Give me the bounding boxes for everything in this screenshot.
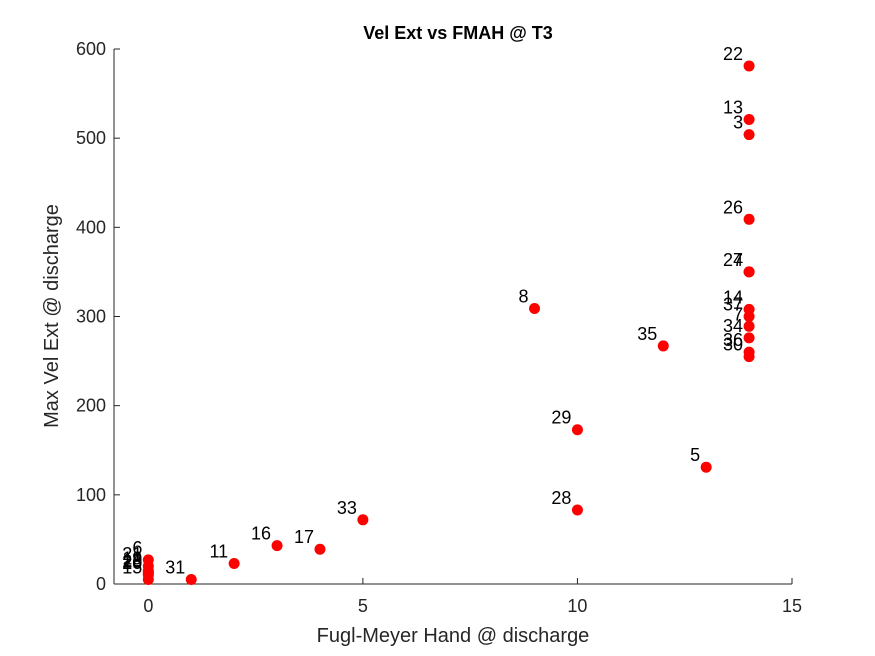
point-label: 20 xyxy=(122,553,142,573)
point-label: 15 xyxy=(122,558,142,578)
y-tick-label: 200 xyxy=(76,396,106,416)
point-label: 3 xyxy=(733,113,743,133)
point-label: 19 xyxy=(122,549,142,569)
point-label: 36 xyxy=(723,330,743,350)
point-label: 26 xyxy=(723,197,743,217)
point-label: 4 xyxy=(733,250,743,270)
data-point xyxy=(657,340,669,352)
data-point xyxy=(228,557,240,569)
y-tick-label: 600 xyxy=(76,39,106,59)
point-label: 11 xyxy=(209,541,228,561)
data-point xyxy=(743,351,755,363)
data-point xyxy=(529,302,541,314)
x-tick-label: 15 xyxy=(782,596,802,616)
data-point xyxy=(185,574,197,586)
data-point xyxy=(743,332,755,344)
point-label: 7 xyxy=(733,304,743,324)
point-label: 34 xyxy=(723,316,743,336)
data-point xyxy=(571,424,583,436)
point-label: 28 xyxy=(551,488,571,508)
point-label: 22 xyxy=(723,44,743,64)
x-tick-label: 5 xyxy=(358,596,368,616)
data-point xyxy=(743,320,755,332)
data-point xyxy=(743,113,755,125)
point-label: 16 xyxy=(251,524,271,544)
point-label: 25 xyxy=(122,551,142,571)
x-tick-label: 10 xyxy=(567,596,587,616)
point-label: 31 xyxy=(165,558,185,578)
y-tick-label: 500 xyxy=(76,128,106,148)
point-label: 33 xyxy=(337,498,357,518)
data-point xyxy=(743,60,755,72)
data-point xyxy=(571,504,583,516)
point-label: 13 xyxy=(723,97,743,117)
data-point xyxy=(743,129,755,141)
point-label: 18 xyxy=(122,550,142,570)
point-label: 6 xyxy=(132,538,142,558)
point-label: 21 xyxy=(122,544,142,564)
point-label: 35 xyxy=(637,324,657,344)
chart-title: Vel Ext vs FMAH @ T3 xyxy=(363,23,553,43)
point-label: 5 xyxy=(690,445,700,465)
point-label: 30 xyxy=(723,335,743,355)
data-point xyxy=(700,461,712,473)
point-label: 8 xyxy=(519,286,529,306)
point-label: 37 xyxy=(723,295,743,315)
data-point xyxy=(743,311,755,322)
data-point xyxy=(142,574,154,586)
data-point xyxy=(357,514,369,526)
data-points xyxy=(142,60,755,586)
y-tick-label: 100 xyxy=(76,485,106,505)
y-tick-label: 300 xyxy=(76,307,106,327)
y-tick-label: 400 xyxy=(76,217,106,237)
point-label: 27 xyxy=(723,250,743,270)
y-ticks: 0 100 200 300 400 500 600 xyxy=(76,39,120,594)
point-label: 17 xyxy=(294,527,314,547)
data-point xyxy=(314,543,326,555)
data-point xyxy=(743,266,755,278)
y-tick-label: 0 xyxy=(96,574,106,594)
x-tick-label: 0 xyxy=(143,596,153,616)
data-point xyxy=(743,213,755,225)
point-label: 14 xyxy=(723,287,743,307)
x-axis-label: Fugl-Meyer Hand @ discharge xyxy=(317,625,590,647)
data-point xyxy=(271,540,283,552)
y-axis-label: Max Vel Ext @ discharge xyxy=(41,204,63,428)
point-label: 29 xyxy=(551,408,571,428)
